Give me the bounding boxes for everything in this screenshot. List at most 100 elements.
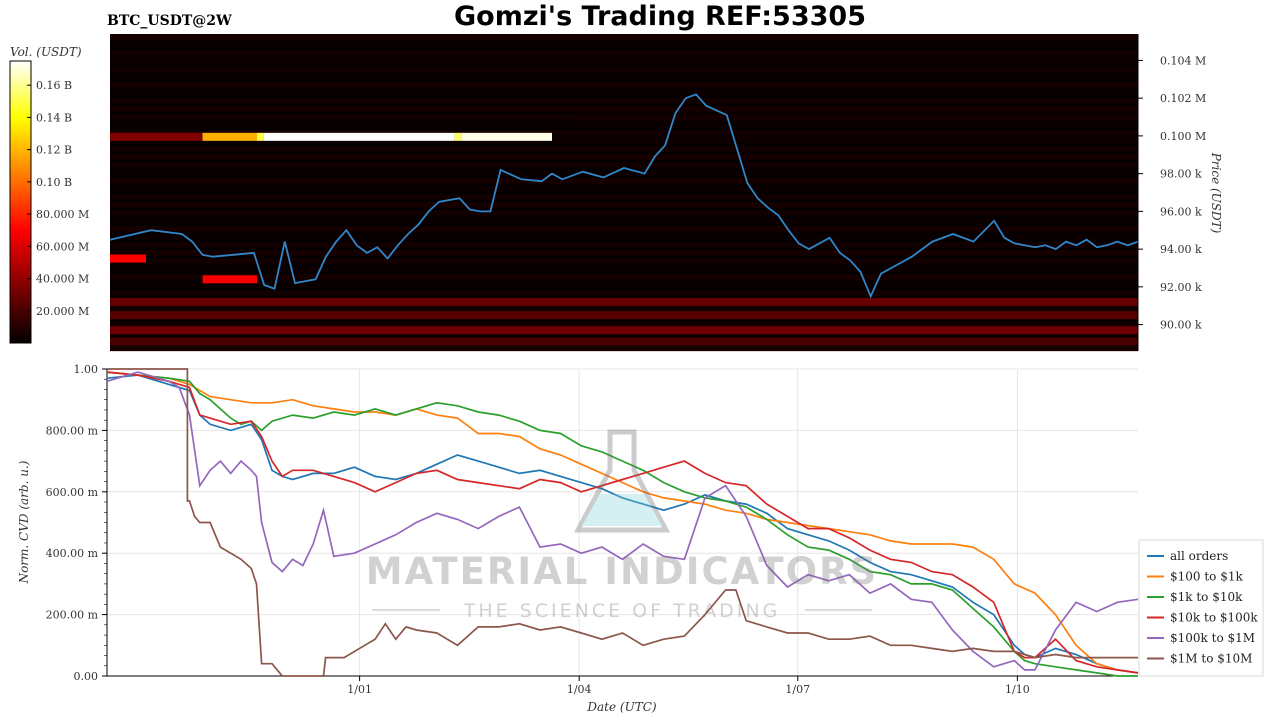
colorbar-tick-label: 60.000 M [36, 240, 89, 253]
heatmap-band [110, 178, 1138, 184]
price-tick-label: 90.00 k [1160, 319, 1202, 332]
cvd-tick-label-y: 400.00 m [46, 547, 99, 560]
cvd-tick-label-y: 200.00 m [46, 609, 99, 622]
liquidity-level [110, 56, 1138, 65]
watermark-tagline: THE SCIENCE OF TRADING [463, 600, 781, 622]
heatmap-band [110, 42, 1138, 48]
legend-label: $10k to $100k [1170, 611, 1258, 625]
cvd-series-line [106, 374, 1139, 674]
legend: all orders $100 to $1k $1k to $10k $10k to … [1138, 539, 1264, 677]
heatmap-band [110, 170, 1138, 176]
symbol-label: BTC_USDT@2W [107, 13, 232, 29]
colorbar-tick-label: 40.000 M [36, 273, 89, 286]
liquidity-level [110, 311, 1138, 320]
heatmap-bands [110, 34, 1138, 352]
price-tick-label: 0.100 M [1160, 130, 1206, 143]
heatmap-band [110, 322, 1138, 328]
heatmap-band [110, 346, 1138, 352]
liquidity-level [202, 132, 258, 141]
heatmap-band [110, 282, 1138, 288]
heatmap-band [110, 98, 1138, 104]
liquidity-level [202, 275, 258, 284]
liquidity-level [110, 337, 1138, 346]
cvd-series-line [107, 368, 1138, 677]
cvd-axis-label-x: Date (UTC) [586, 700, 656, 714]
heatmap-band [110, 306, 1138, 312]
heatmap-band [110, 210, 1138, 216]
cvd-series-line [106, 371, 1138, 677]
colorbar-tick-label: 0.10 B [36, 176, 72, 189]
liquidity-level [110, 326, 1138, 335]
price-tick-label: 98.00 k [1160, 168, 1202, 181]
heatmap-band [110, 226, 1138, 232]
cvd-tick-label-x: 1/01 [347, 683, 372, 696]
cvd-tick-label-y: 600.00 m [46, 486, 99, 499]
heatmap-band [110, 66, 1138, 72]
price-line [109, 93, 1139, 299]
colorbar-tick-label: 0.16 B [36, 79, 72, 92]
heatmap-band [110, 106, 1138, 112]
cvd-tick-label-y: 800.00 m [46, 424, 99, 437]
cvd-series-line [106, 371, 1139, 674]
heatmap-band [110, 218, 1138, 224]
heatmap-band [110, 162, 1138, 168]
cvd-series-line [106, 371, 1139, 671]
colorbar-tick-label: 20.000 M [36, 305, 89, 318]
legend-label: $100k to $1M [1170, 631, 1255, 645]
heatmap-band [110, 242, 1138, 248]
price-tick-label: 94.00 k [1160, 243, 1202, 256]
price-tick-label: 0.102 M [1160, 92, 1206, 105]
heatmap-band [110, 154, 1138, 160]
price-axis-label: Price (USDT) [1209, 152, 1223, 234]
liquidity-level [110, 132, 203, 141]
colorbar-tick-label: 80.000 M [36, 208, 89, 221]
heatmap-band [110, 74, 1138, 80]
price-tick-label: 96.00 k [1160, 205, 1202, 218]
liquidity-level [263, 132, 455, 141]
cvd-tick-label-x: 1/04 [567, 683, 592, 696]
heatmap-band [110, 186, 1138, 192]
cvd-series-line [106, 371, 1139, 674]
colorbar-tick-label: 0.12 B [36, 144, 72, 157]
cvd-plot-area [107, 369, 1138, 676]
cvd-tick-label-y: 1.00 [74, 363, 99, 376]
heatmap-band [110, 82, 1138, 88]
liquidity-level [461, 132, 553, 141]
volume-colorbar: Vol. (USDT) 20.000 M 40.000 M 60.000 M 80.00… [9, 45, 89, 344]
cvd-tick-label-y: 0.00 [74, 670, 99, 683]
heatmap-band [110, 250, 1138, 256]
colorbar-ramp [9, 60, 32, 344]
legend-label: $1M to $10M [1170, 652, 1252, 666]
liquidity-level [572, 113, 1138, 122]
liquidity-level [552, 132, 1138, 141]
legend-label: $100 to $1k [1170, 570, 1243, 584]
cvd-panel: 0.00 200.00 m 400.00 m 600.00 m 800.00 m 1.00… [17, 363, 1139, 714]
legend-label: $1k to $10k [1170, 590, 1243, 604]
heatmap-band [110, 194, 1138, 200]
heatmap-panel: 90.00 k 92.00 k 94.00 k 96.00 k 98.00 k 0.100… [109, 34, 1223, 352]
cvd-tick-label-x: 1/07 [785, 683, 810, 696]
legend-box [1138, 539, 1264, 677]
heatmap-band [110, 146, 1138, 152]
chart-title: Gomzi's Trading REF:53305 [454, 1, 866, 32]
watermark: MATERIAL INDICATORS THE SCIENCE OF TRADI… [366, 429, 878, 622]
heatmap-band [110, 90, 1138, 96]
cvd-tick-label-x: 1/10 [1005, 683, 1030, 696]
heatmap-band [110, 34, 1138, 40]
heatmap-band [110, 122, 1138, 128]
colorbar-label: Vol. (USDT) [10, 45, 82, 59]
heatmap-band [110, 234, 1138, 240]
cvd-axis-label-y: Norm. CVD (arb. u.) [17, 460, 31, 584]
flask-icon [573, 429, 671, 533]
heatmap-band [110, 258, 1138, 264]
liquidity-level [110, 254, 146, 263]
price-tick-label: 0.104 M [1160, 54, 1206, 67]
heatmap-band [110, 202, 1138, 208]
heatmap-band [110, 138, 1138, 144]
colorbar-tick-label: 0.14 B [36, 111, 72, 124]
watermark-brand: MATERIAL INDICATORS [366, 550, 878, 593]
liquidity-level [110, 297, 1138, 306]
heatmap-band [110, 266, 1138, 272]
heatmap-band [110, 50, 1138, 56]
